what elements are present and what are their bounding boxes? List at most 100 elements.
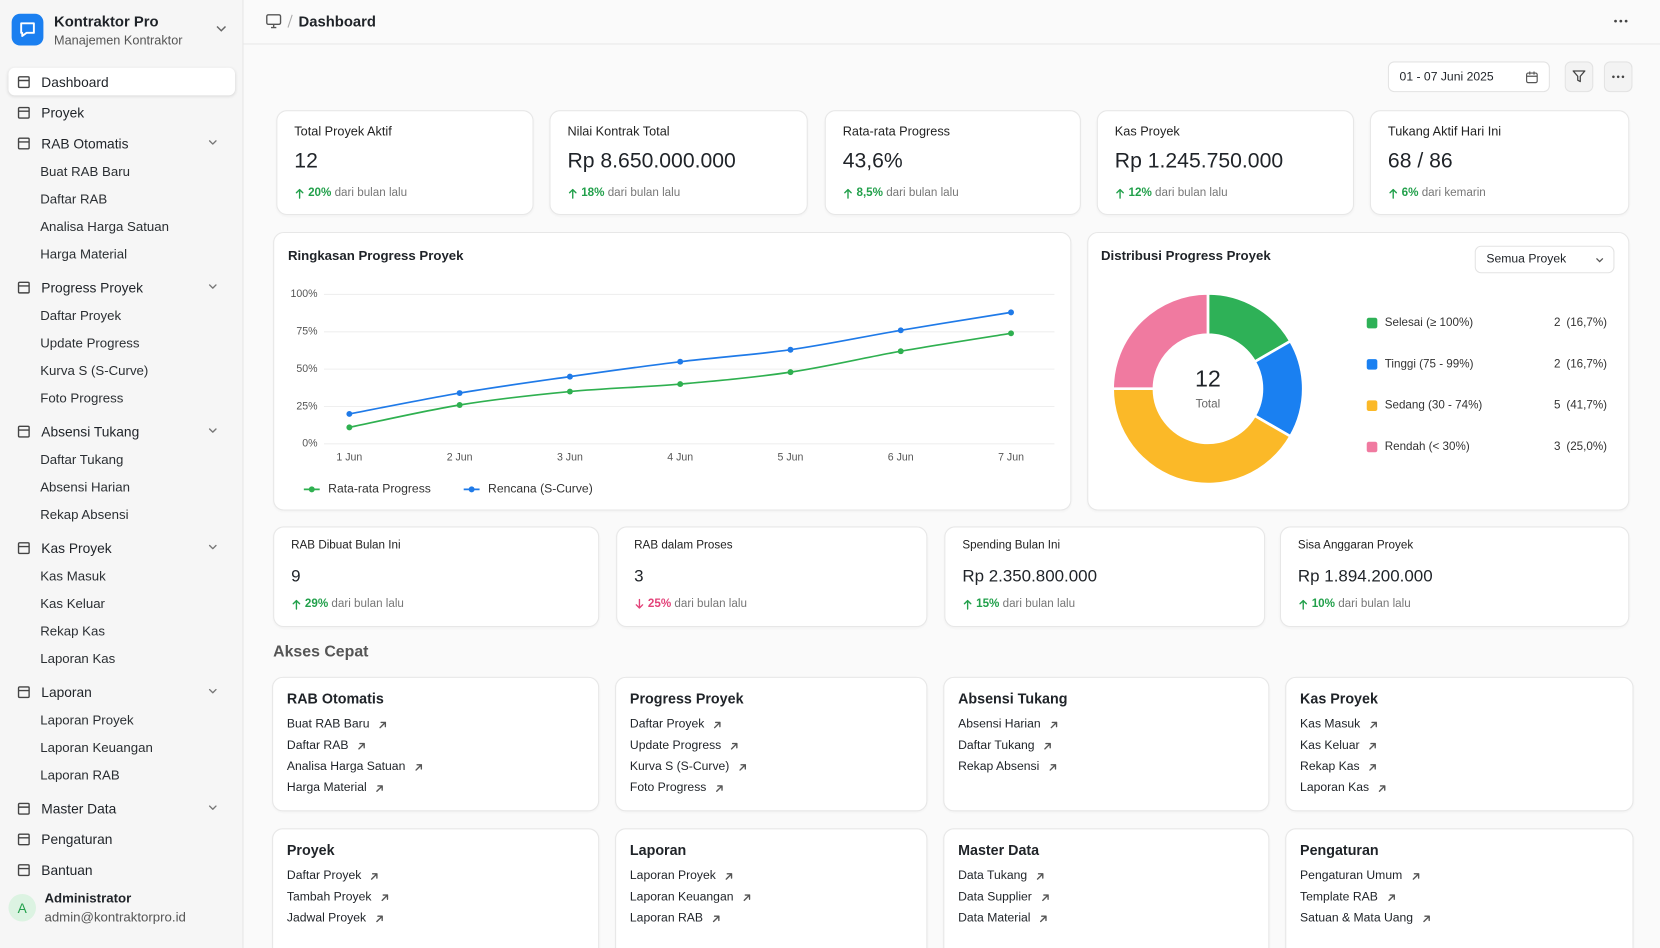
- quick-link[interactable]: Laporan Kas: [1300, 782, 1387, 794]
- metric-change-note: dari kemarin: [1421, 186, 1486, 200]
- quick-link[interactable]: Satuan & Mata Uang: [1300, 912, 1431, 925]
- nav-subitem[interactable]: Rekap Absensi: [40, 507, 129, 523]
- metric-change-value: 15%: [976, 597, 1000, 611]
- external-arrow: [381, 893, 389, 901]
- external-arrow-path: [1370, 721, 1377, 728]
- quick-link[interactable]: Data Tukang: [958, 870, 1045, 882]
- nav-item[interactable]: Pengaturan: [8, 825, 235, 853]
- metric-change-note: dari bulan lalu: [334, 186, 408, 200]
- metric-change-value: 18%: [581, 186, 605, 200]
- nav-item[interactable]: Kas Proyek: [8, 534, 235, 562]
- nav-group: Buat RAB Baru Daftar RAB Analisa Harga Sat…: [8, 158, 235, 268]
- trend-arrow-path: [295, 188, 304, 199]
- external-arrow-path: [1412, 872, 1419, 880]
- metric-change-value: 8,5%: [856, 186, 884, 200]
- quick-link[interactable]: Laporan Keuangan: [630, 891, 752, 904]
- nav-item[interactable]: Absensi Tukang: [8, 417, 235, 445]
- filter-button[interactable]: [1564, 61, 1594, 93]
- quick-link[interactable]: Analisa Harga Satuan: [287, 761, 423, 773]
- nav-item[interactable]: RAB Otomatis: [8, 129, 235, 157]
- nav-item[interactable]: Bantuan: [8, 856, 235, 884]
- nav-subitem[interactable]: Laporan Proyek: [40, 712, 134, 728]
- nav-item[interactable]: Laporan: [8, 678, 235, 706]
- nav-subitem[interactable]: Absensi Harian: [40, 479, 130, 495]
- quick-link-label: Daftar Proyek: [629, 718, 705, 731]
- quick-card: Progress Proyek Daftar Proyek Update Progr…: [615, 676, 928, 812]
- metric-label: Rata-rata Progress: [842, 123, 951, 139]
- quick-link[interactable]: Kas Keluar: [1300, 739, 1378, 752]
- quick-link[interactable]: Foto Progress: [630, 782, 724, 794]
- quick-link[interactable]: Tambah Proyek: [287, 891, 390, 904]
- nav-subitem[interactable]: Laporan Keuangan: [40, 740, 153, 756]
- user-avatar[interactable]: A: [8, 893, 36, 922]
- nav-chevron: [208, 688, 217, 694]
- nav-group: Laporan Proyek Laporan Keuangan Laporan RA…: [8, 706, 235, 789]
- metric-change-note: dari bulan lalu: [1155, 186, 1228, 200]
- external-arrow: [1370, 721, 1377, 728]
- nav-subitem[interactable]: Laporan RAB: [40, 767, 120, 783]
- nav-subitem[interactable]: Kas Keluar: [40, 596, 105, 612]
- quick-link[interactable]: Pengaturan Umum: [1300, 870, 1420, 882]
- nav-menu: Dashboard Proyek RAB Otomatis Buat RAB Baru…: [8, 67, 236, 887]
- breadcrumb: Dashboard: [298, 12, 376, 30]
- nav-subitem[interactable]: Laporan Kas: [40, 651, 116, 667]
- quick-link-label: Template RAB: [1300, 890, 1378, 904]
- quick-link[interactable]: Laporan Proyek: [630, 870, 734, 882]
- metric-value: 9: [291, 567, 301, 586]
- nav-label: Pengaturan: [41, 830, 113, 847]
- quick-link[interactable]: Update Progress: [630, 739, 739, 752]
- nav-subitem[interactable]: Kurva S (S-Curve): [40, 363, 149, 379]
- nav-item[interactable]: Progress Proyek: [8, 273, 235, 301]
- quick-link[interactable]: Buat RAB Baru: [287, 718, 388, 731]
- date-range-picker[interactable]: 01 - 07 Juni 2025: [1387, 61, 1550, 93]
- nav-item[interactable]: Dashboard: [8, 67, 236, 96]
- quick-link[interactable]: Template RAB: [1300, 891, 1396, 904]
- options-button[interactable]: [1603, 61, 1633, 93]
- quick-link[interactable]: Daftar RAB: [287, 739, 367, 752]
- quick-card-title: Master Data: [958, 842, 1040, 858]
- nav-icon-path: [17, 685, 30, 698]
- nav-subitem[interactable]: Daftar Proyek: [40, 308, 122, 324]
- quick-link-label: Daftar Tukang: [958, 739, 1035, 753]
- trend-arrow-path: [1299, 599, 1308, 610]
- nav-chevron-path: [208, 688, 217, 694]
- stat-card: Spending Bulan Ini Rp 2.350.800.000 15% dar…: [944, 526, 1266, 628]
- external-arrow: [1387, 893, 1395, 901]
- quick-link[interactable]: Data Supplier: [958, 891, 1050, 904]
- external-arrow: [725, 872, 733, 880]
- quick-link[interactable]: Laporan RAB: [630, 912, 721, 925]
- metric-change: 15% dari bulan lalu: [962, 597, 1075, 610]
- nav-subitem[interactable]: Foto Progress: [40, 390, 124, 406]
- nav-subitem[interactable]: Daftar RAB: [40, 191, 108, 207]
- nav-subitem[interactable]: Daftar Tukang: [40, 452, 124, 468]
- quick-link[interactable]: Kurva S (S-Curve): [630, 761, 747, 773]
- quick-link-label: Laporan RAB: [629, 911, 704, 925]
- nav-item[interactable]: Master Data: [8, 794, 235, 822]
- quick-link[interactable]: Daftar Proyek: [630, 718, 722, 731]
- nav-label: Proyek: [41, 104, 85, 121]
- monitor-icon: [266, 14, 282, 29]
- quick-link[interactable]: Data Material: [958, 912, 1048, 925]
- nav-chevron: [208, 544, 217, 550]
- nav-subitem[interactable]: Kas Masuk: [40, 568, 106, 584]
- external-arrow-path: [743, 893, 751, 901]
- quick-link[interactable]: Daftar Proyek: [286, 869, 379, 883]
- nav-subitem[interactable]: Buat RAB Baru: [40, 164, 130, 180]
- more-menu[interactable]: [1612, 16, 1629, 27]
- quick-link-label: Daftar Proyek: [286, 869, 362, 883]
- quick-link[interactable]: Rekap Kas: [1300, 761, 1378, 773]
- workspace-chevron[interactable]: [215, 23, 228, 34]
- nav-label: RAB Otomatis: [41, 135, 129, 151]
- project-filter[interactable]: Semua Proyek: [1474, 245, 1615, 274]
- nav-subitem[interactable]: Rekap Kas: [40, 623, 105, 639]
- nav-subitem[interactable]: Update Progress: [40, 335, 140, 351]
- quick-link[interactable]: Rekap Absensi: [958, 761, 1057, 773]
- quick-link[interactable]: Daftar Tukang: [958, 739, 1052, 752]
- nav-subitem[interactable]: Harga Material: [40, 246, 128, 262]
- quick-link[interactable]: Absensi Harian: [958, 718, 1059, 731]
- quick-link[interactable]: Harga Material: [287, 782, 385, 794]
- nav-item[interactable]: Proyek: [8, 99, 235, 127]
- nav-subitem[interactable]: Analisa Harga Satuan: [40, 219, 169, 235]
- quick-link[interactable]: Jadwal Proyek: [287, 912, 384, 925]
- quick-link[interactable]: Kas Masuk: [1300, 718, 1378, 731]
